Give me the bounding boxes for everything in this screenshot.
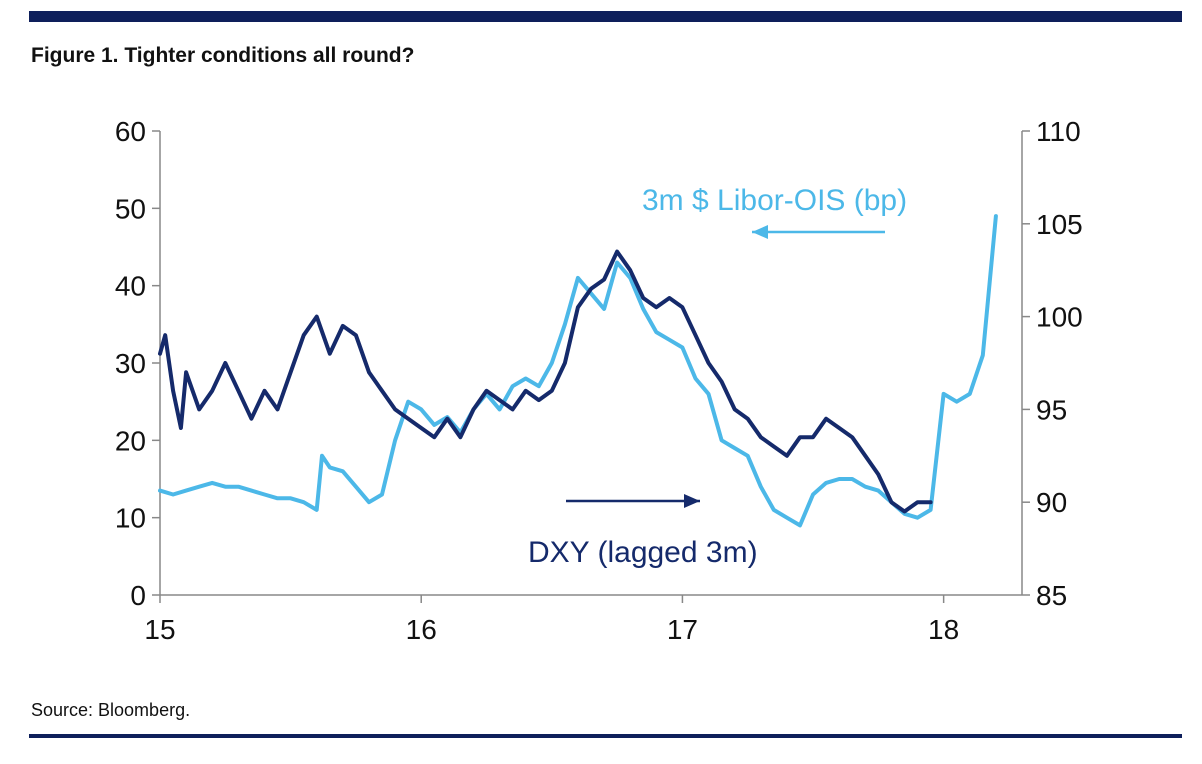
left-tick-label: 50 xyxy=(115,193,146,224)
right-tick-label: 85 xyxy=(1036,580,1067,611)
series-layer xyxy=(158,214,998,528)
x-tick-label: 16 xyxy=(406,614,437,645)
left-tick-label: 0 xyxy=(130,580,146,611)
right-tick-label: 110 xyxy=(1036,116,1081,147)
annotation-layer: 3m $ Libor-OIS (bp) DXY (lagged 3m) xyxy=(528,184,907,569)
bottom-rule xyxy=(29,734,1182,738)
right-tick-label: 100 xyxy=(1036,302,1083,333)
line-chart: 0 10 20 30 40 50 60 85 90 95 100 105 110 15 16 17 18 3m … xyxy=(115,116,1083,645)
right-tick-label: 90 xyxy=(1036,487,1067,518)
annotation-dxy-label: DXY (lagged 3m) xyxy=(528,536,758,569)
series-line-dxy xyxy=(158,249,933,514)
left-tick-label: 10 xyxy=(115,503,146,534)
chart-axes: 0 10 20 30 40 50 60 85 90 95 100 105 110 15 16 17 18 xyxy=(115,116,1083,645)
left-tick-label: 20 xyxy=(115,425,146,456)
top-rule xyxy=(29,11,1182,22)
source-note: Source: Bloomberg. xyxy=(31,700,191,720)
right-tick-label: 95 xyxy=(1036,394,1067,425)
right-tick-label: 105 xyxy=(1036,209,1083,240)
x-tick-label: 18 xyxy=(928,614,959,645)
x-tick-label: 15 xyxy=(144,614,175,645)
left-tick-label: 40 xyxy=(115,271,146,302)
left-tick-label: 30 xyxy=(115,348,146,379)
left-tick-label: 60 xyxy=(115,116,146,147)
annotation-libor-ois-label: 3m $ Libor-OIS (bp) xyxy=(642,184,907,217)
series-line-libor_ois xyxy=(158,214,998,528)
x-tick-label: 17 xyxy=(667,614,698,645)
figure-title: Figure 1. Tighter conditions all round? xyxy=(31,44,415,67)
annotation-dxy-arrow-head xyxy=(684,494,700,508)
annotation-libor-ois-arrow-head xyxy=(752,225,768,239)
